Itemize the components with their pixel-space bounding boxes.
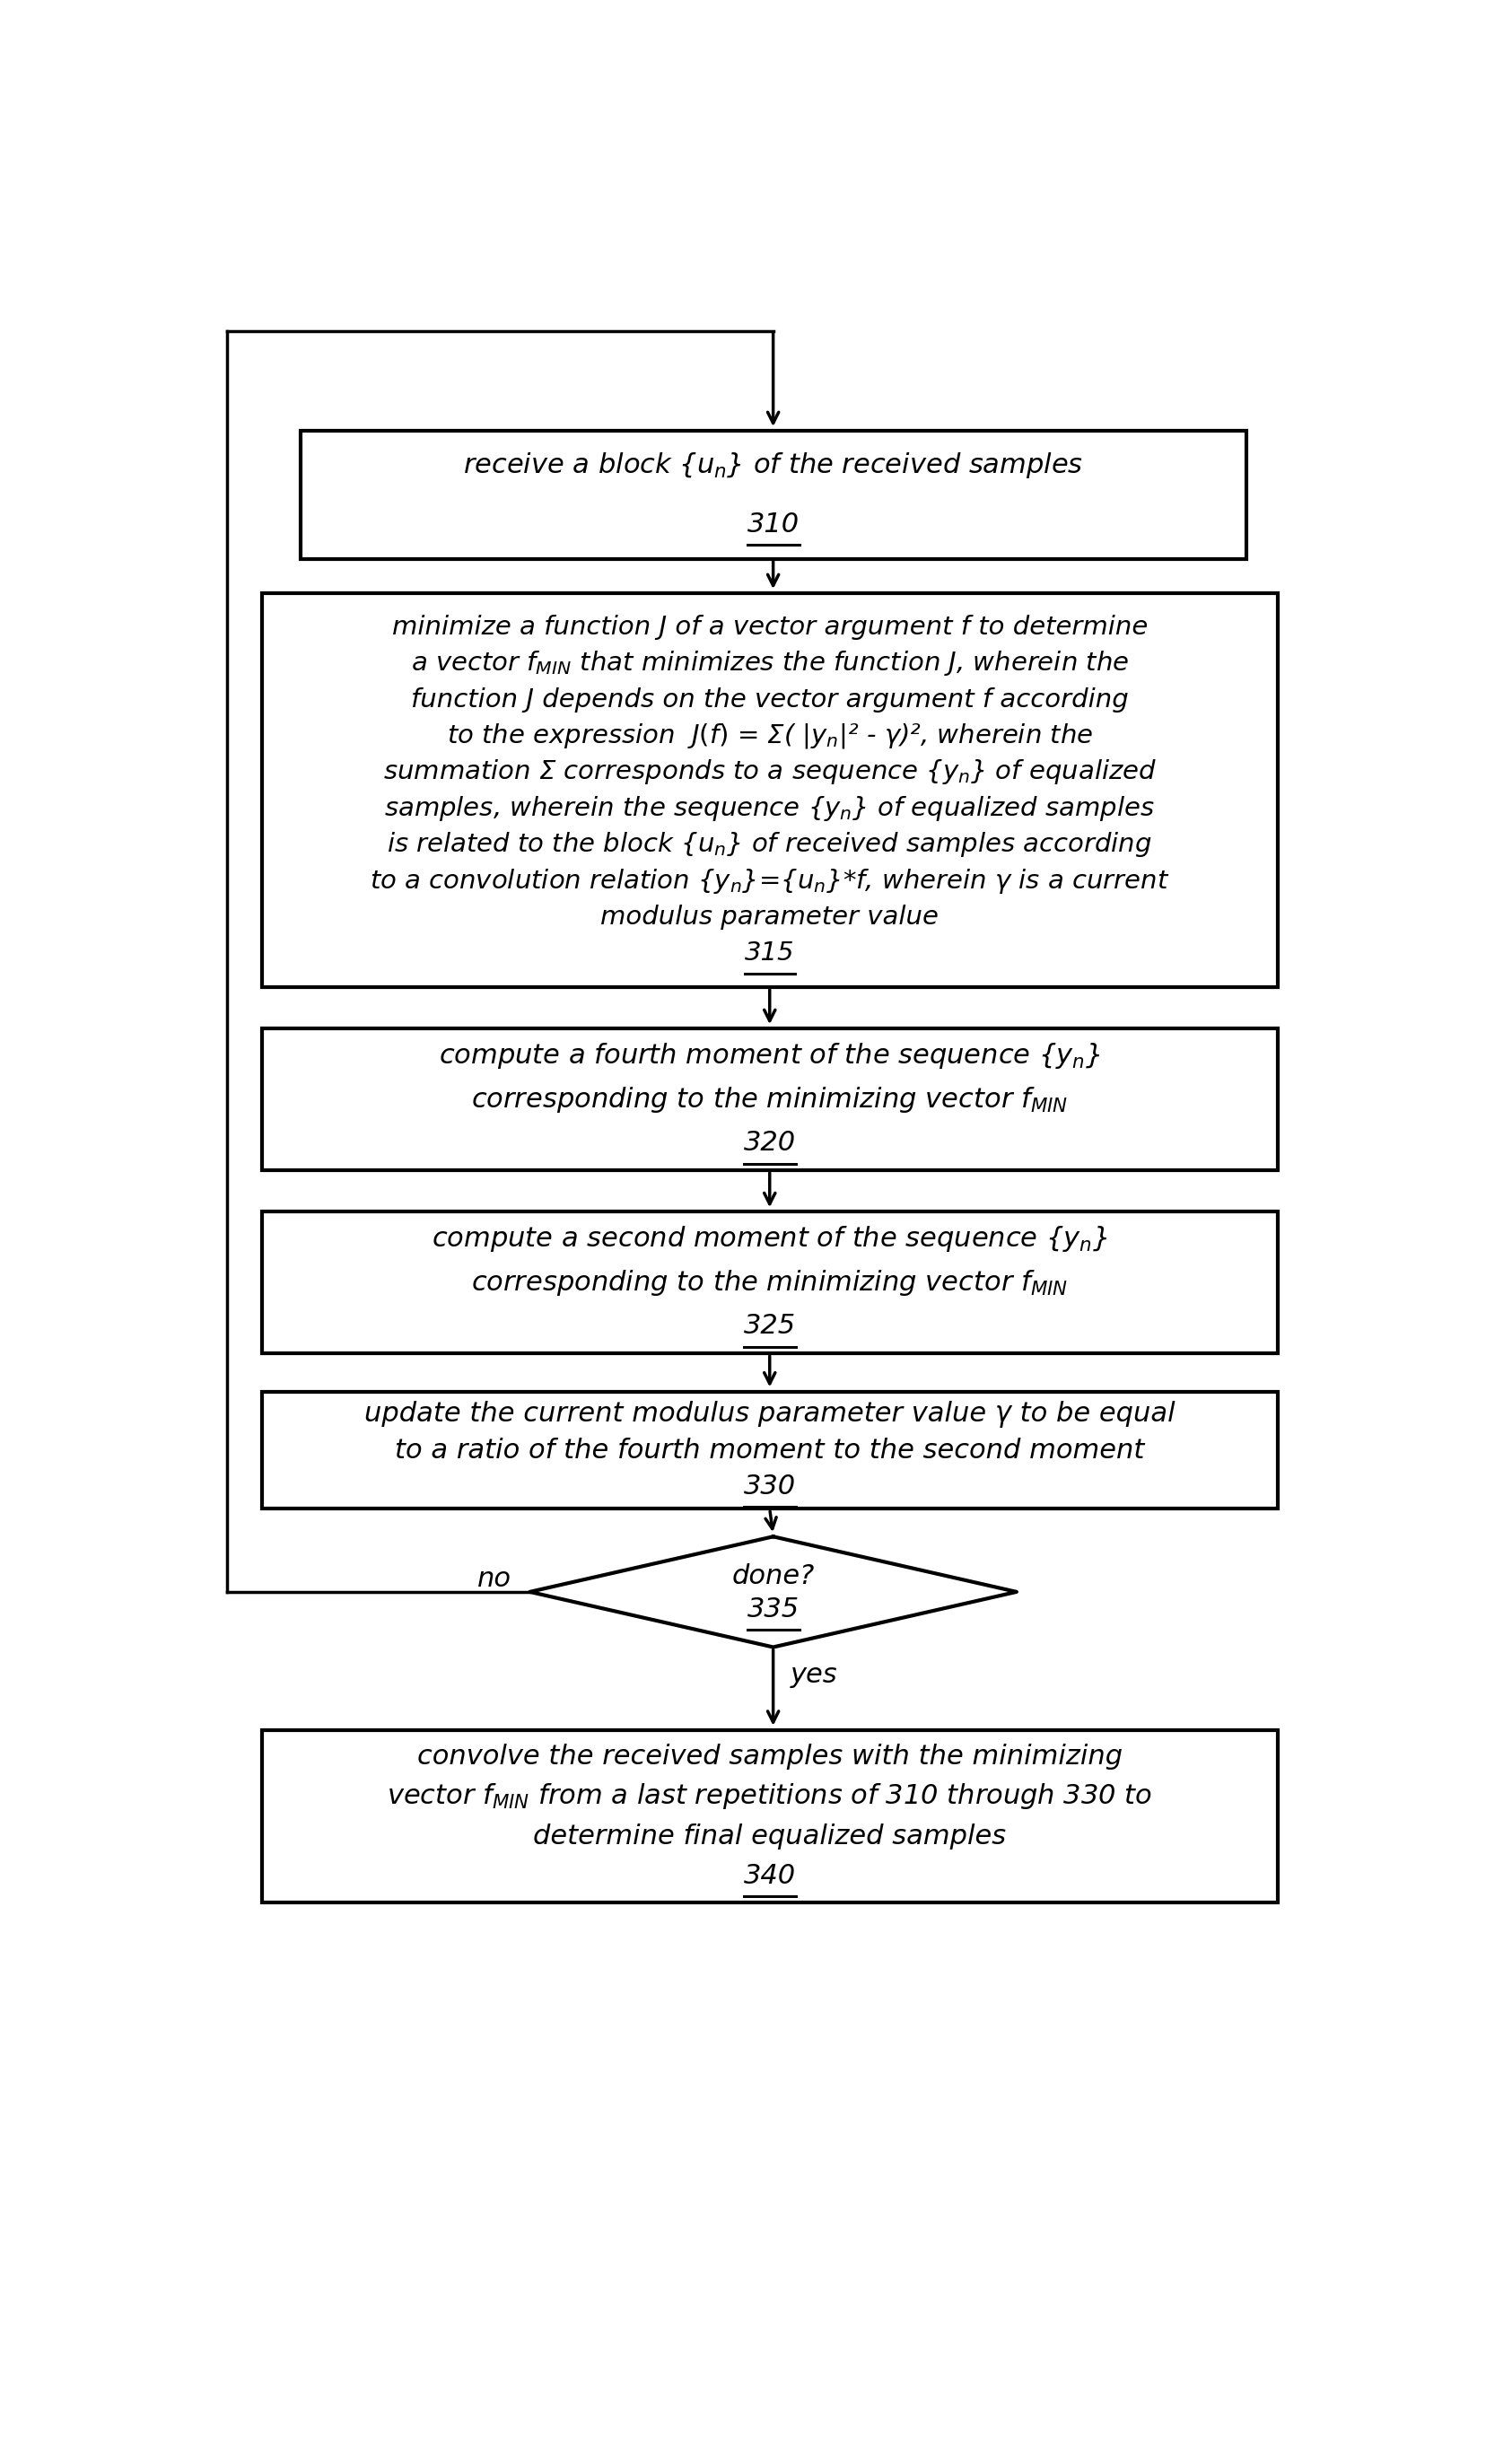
Text: modulus parameter value: modulus parameter value	[600, 905, 939, 930]
FancyBboxPatch shape	[262, 1213, 1278, 1354]
Text: summation Σ corresponds to a sequence {$y_n$} of equalized: summation Σ corresponds to a sequence {$…	[383, 759, 1157, 786]
Text: samples, wherein the sequence {$y_n$} of equalized samples: samples, wherein the sequence {$y_n$} of…	[384, 793, 1155, 822]
Text: is related to the block {$u_n$} of received samples according: is related to the block {$u_n$} of recei…	[387, 830, 1152, 859]
Text: convolve the received samples with the minimizing: convolve the received samples with the m…	[417, 1745, 1122, 1769]
FancyBboxPatch shape	[301, 432, 1246, 559]
Text: minimize a function J of a vector argument f to determine: minimize a function J of a vector argume…	[392, 615, 1148, 639]
FancyBboxPatch shape	[262, 593, 1278, 988]
Text: 310: 310	[747, 512, 800, 537]
Text: corresponding to the minimizing vector $f_{MIN}$: corresponding to the minimizing vector $…	[472, 1086, 1067, 1115]
FancyBboxPatch shape	[262, 1730, 1278, 1903]
FancyBboxPatch shape	[262, 1030, 1278, 1171]
Text: to the expression  $J(f)$ = Σ( |$y_n$|² - γ)², wherein the: to the expression $J(f)$ = Σ( |$y_n$|² -…	[446, 722, 1093, 752]
Text: yes: yes	[791, 1662, 838, 1688]
Text: done?: done?	[732, 1564, 815, 1588]
Text: compute a second moment of the sequence {$y_n$}: compute a second moment of the sequence …	[432, 1225, 1108, 1254]
Text: no: no	[478, 1566, 511, 1591]
Text: to a convolution relation {$y_n$}={$u_n$}*f, wherein γ is a current: to a convolution relation {$y_n$}={$u_n$…	[369, 866, 1170, 895]
Text: update the current modulus parameter value γ to be equal: update the current modulus parameter val…	[364, 1401, 1175, 1427]
Text: 335: 335	[747, 1596, 800, 1623]
Text: a vector $f_{MIN}$ that minimizes the function J, wherein the: a vector $f_{MIN}$ that minimizes the fu…	[411, 649, 1129, 678]
Text: 340: 340	[744, 1864, 795, 1889]
Text: 325: 325	[744, 1313, 795, 1340]
Text: determine final equalized samples: determine final equalized samples	[534, 1823, 1005, 1850]
Text: function J depends on the vector argument f according: function J depends on the vector argumen…	[411, 688, 1128, 712]
Text: to a ratio of the fourth moment to the second moment: to a ratio of the fourth moment to the s…	[395, 1437, 1145, 1464]
Text: corresponding to the minimizing vector $f_{MIN}$: corresponding to the minimizing vector $…	[472, 1269, 1067, 1298]
Polygon shape	[529, 1537, 1016, 1647]
Text: vector $f_{MIN}$ from a last repetitions of 310 through 330 to: vector $f_{MIN}$ from a last repetitions…	[387, 1781, 1152, 1810]
Text: compute a fourth moment of the sequence {$y_n$}: compute a fourth moment of the sequence …	[438, 1042, 1101, 1071]
Text: 320: 320	[744, 1130, 795, 1157]
Text: 330: 330	[744, 1474, 795, 1498]
Text: 315: 315	[745, 942, 795, 966]
Text: receive a block {$u_n$} of the received samples: receive a block {$u_n$} of the received …	[463, 451, 1083, 481]
FancyBboxPatch shape	[262, 1391, 1278, 1508]
